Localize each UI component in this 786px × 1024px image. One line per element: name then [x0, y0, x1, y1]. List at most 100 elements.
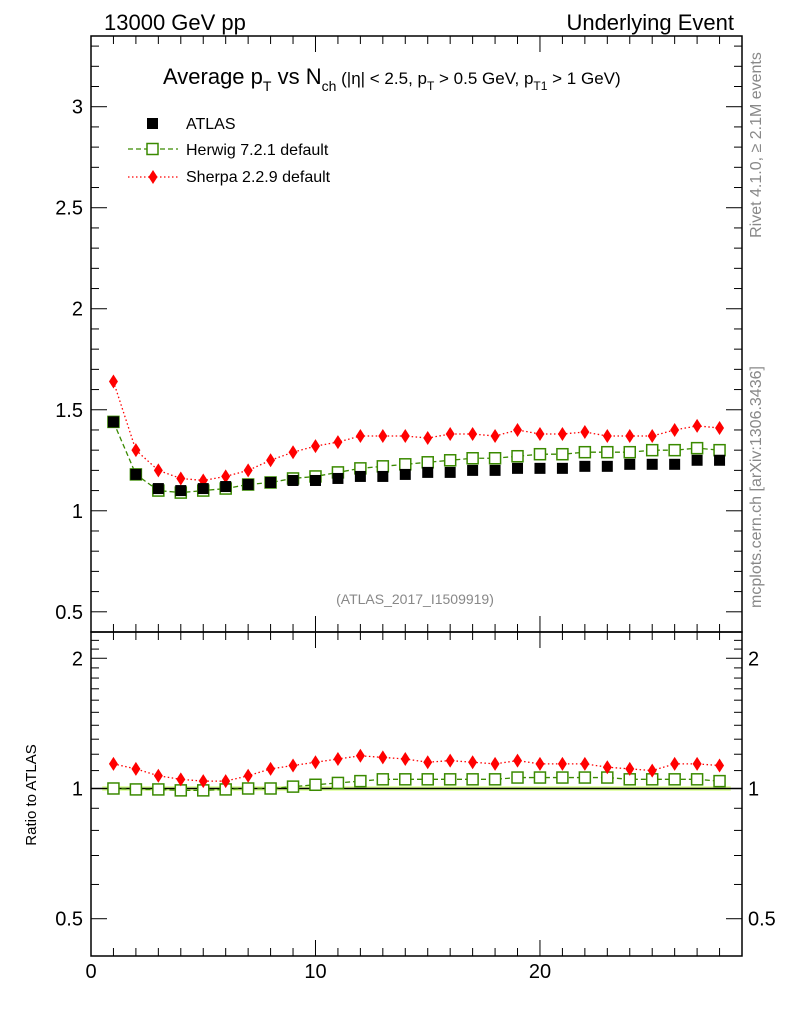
ratio-herwig-point — [264, 782, 277, 795]
herwig-point — [601, 445, 614, 459]
herwig-point — [533, 447, 547, 461]
header-right: Underlying Event — [566, 10, 734, 35]
herwig-point — [690, 441, 704, 455]
atlas-point — [242, 479, 254, 491]
ratio-series — [91, 748, 742, 797]
ratio-sherpa-point — [602, 760, 612, 775]
ratio-herwig-point — [466, 773, 479, 786]
ratio-herwig-point — [309, 778, 322, 792]
herwig-point — [399, 458, 412, 471]
atlas-point — [422, 466, 434, 478]
atlas-point — [669, 458, 681, 470]
sherpa-point — [445, 427, 455, 442]
atlas-point — [175, 485, 187, 497]
ratio-herwig-line — [113, 776, 720, 792]
legend-sherpa-label: Sherpa 2.2.9 default — [186, 169, 331, 186]
herwig-point — [511, 449, 524, 463]
ratio-herwig-point — [376, 773, 390, 786]
herwig-point — [713, 443, 726, 457]
sherpa-point — [513, 422, 523, 437]
herwig-point — [623, 445, 637, 459]
ratio-herwig-point — [690, 773, 704, 786]
y-tick-label: 2.5 — [55, 198, 83, 220]
ratio-axes: 0.5 0.5 1 1 2 2 — [55, 639, 776, 931]
atlas-point — [714, 454, 726, 466]
ratio-sherpa-point — [355, 748, 365, 763]
ratio-herwig-point — [129, 783, 143, 796]
y-tick-label: 3 — [72, 97, 83, 119]
legend-herwig-label: Herwig 7.2.1 default — [186, 142, 329, 159]
legend-herwig-marker — [146, 142, 159, 156]
sherpa-point — [221, 469, 231, 484]
y-tick-label: 2 — [72, 299, 83, 321]
y-tick-label: 1.5 — [55, 400, 83, 422]
ratio-sherpa-point — [715, 758, 725, 773]
ratio-herwig-point — [668, 773, 681, 786]
ratio-sherpa-point — [333, 751, 343, 766]
main-axes: 0.5 1 1.5 2 2.5 3 — [55, 45, 742, 624]
ratio-sherpa-point — [378, 750, 388, 765]
sherpa-point — [423, 431, 433, 446]
atlas-point — [467, 464, 479, 476]
ratio-tick-label: 0.5 — [55, 909, 83, 931]
ratio-plot-frame — [90, 631, 743, 957]
atlas-point — [579, 460, 591, 472]
legend-atlas-marker — [147, 118, 158, 129]
ratio-sherpa-point — [625, 761, 635, 776]
atlas-point — [197, 483, 209, 495]
atlas-point — [107, 416, 119, 428]
legend-sherpa-marker — [148, 170, 158, 184]
ratio-sherpa-point — [557, 756, 567, 771]
sherpa-point — [266, 453, 276, 468]
sherpa-point — [333, 435, 343, 450]
sherpa-point — [692, 418, 702, 433]
analysis-id: (ATLAS_2017_I1509919) — [336, 591, 494, 607]
ratio-herwig-point — [488, 773, 502, 786]
sherpa-point — [176, 471, 186, 486]
sherpa-point — [108, 374, 118, 389]
ratio-herwig-point — [443, 773, 457, 786]
atlas-point — [377, 470, 389, 482]
ratio-herwig-point — [421, 773, 434, 786]
atlas-point — [130, 468, 142, 480]
ratio-herwig-point — [556, 771, 569, 784]
ratio-tick-label-right: 2 — [748, 648, 759, 670]
atlas-point — [646, 458, 658, 470]
sherpa-point — [647, 429, 657, 444]
atlas-point — [220, 481, 232, 493]
sherpa-point — [468, 427, 478, 442]
ratio-tick-label: 2 — [72, 648, 83, 670]
ratio-sherpa-point — [266, 761, 276, 776]
ratio-sherpa-point — [445, 753, 455, 768]
ratio-sherpa-point — [647, 763, 657, 778]
herwig-point — [443, 454, 457, 467]
atlas-point — [691, 454, 703, 466]
ratio-sherpa-point — [400, 751, 410, 766]
atlas-point — [444, 466, 456, 478]
atlas-point — [265, 476, 277, 488]
ratio-herwig-point — [354, 774, 367, 788]
sherpa-point — [557, 427, 567, 442]
ratio-sherpa-point — [153, 768, 163, 783]
sherpa-point — [243, 463, 253, 478]
legend-atlas-label: ATLAS — [186, 116, 236, 133]
ratio-herwig-point — [174, 784, 188, 797]
ratio-sherpa-point — [692, 756, 702, 771]
header-left: 13000 GeV pp — [104, 10, 246, 35]
atlas-point — [534, 462, 546, 474]
sherpa-point — [580, 424, 590, 439]
atlas-point — [399, 468, 411, 480]
atlas-point — [309, 474, 321, 486]
main-series — [107, 374, 726, 499]
herwig-point — [578, 445, 592, 459]
ratio-tick-label: 1 — [72, 778, 83, 800]
ratio-sherpa-point — [288, 758, 298, 773]
ratio-tick-label-right: 0.5 — [748, 909, 776, 931]
ratio-sherpa-point — [108, 756, 118, 771]
herwig-point — [376, 460, 390, 473]
herwig-point — [466, 452, 479, 465]
sherpa-point — [670, 422, 680, 437]
atlas-point — [489, 464, 501, 476]
atlas-point — [556, 462, 568, 474]
sherpa-point — [625, 429, 635, 444]
